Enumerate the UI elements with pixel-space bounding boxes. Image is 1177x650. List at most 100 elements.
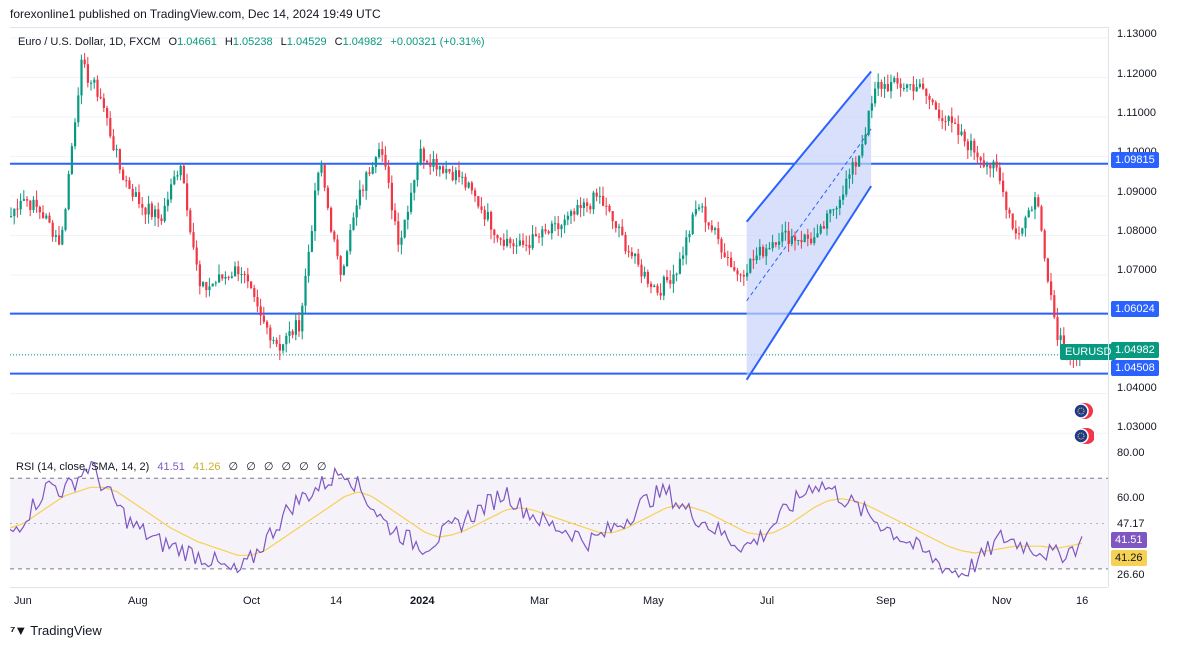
candle-body: [624, 234, 627, 252]
candle-body: [877, 82, 880, 89]
candle-body: [134, 192, 137, 197]
candle-body: [77, 95, 80, 123]
candle-body: [291, 331, 294, 335]
y-tick-label: 1.13000: [1117, 28, 1157, 40]
low-label: L: [280, 36, 287, 48]
event-flag-icon[interactable]: [1072, 427, 1094, 445]
candle-body: [774, 242, 777, 245]
time-axis[interactable]: Jun Aug Oct 14 2024 Mar May Jul Sep Nov …: [10, 587, 1108, 613]
candle-body: [339, 256, 342, 275]
candle-body: [602, 195, 605, 206]
symbol-tag: EURUSD: [1060, 344, 1117, 360]
candle-body: [762, 246, 765, 257]
candle-body: [685, 237, 688, 256]
candle-body: [419, 148, 422, 165]
price-pane[interactable]: Euro / U.S. Dollar, 1D, FXCM O1.04661 H1…: [10, 27, 1117, 452]
candle-body: [42, 212, 45, 219]
candle-body: [54, 235, 57, 237]
candle-body: [979, 157, 982, 161]
candle-body: [560, 225, 563, 230]
high-label: H: [224, 36, 233, 48]
candle-body: [992, 161, 995, 169]
candle-body: [330, 207, 333, 232]
x-tick-label: Oct: [243, 595, 261, 607]
candle-body: [902, 87, 905, 89]
candle-body: [301, 305, 304, 332]
candle-body: [525, 244, 528, 246]
candle-body: [310, 231, 313, 252]
candle-body: [1043, 230, 1046, 259]
candle-body: [288, 331, 291, 336]
candle-body: [64, 209, 67, 230]
x-tick-label: Nov: [992, 595, 1012, 607]
candle-body: [915, 87, 918, 92]
level-badge-3: 1.04508: [1111, 360, 1159, 376]
candle-body: [688, 234, 691, 238]
price-axis[interactable]: 1.13000 1.12000 1.11000 1.10000 1.09000 …: [1108, 27, 1169, 587]
candle-body: [947, 116, 950, 122]
price-chart[interactable]: [10, 28, 1108, 451]
candle-body: [234, 266, 237, 277]
change-value: +0.00321 (+0.31%): [390, 36, 485, 48]
candle-body: [218, 274, 221, 283]
candle-body: [976, 152, 979, 158]
candle-body: [272, 340, 275, 342]
candle-body: [710, 225, 713, 231]
candle-body: [474, 190, 477, 197]
rsi-pane[interactable]: RSI (14, close, SMA, 14, 2) 41.51 41.26 …: [10, 451, 1108, 588]
candle-body: [416, 164, 419, 181]
candle-body: [810, 238, 813, 244]
candle-body: [995, 161, 998, 168]
candle-body: [326, 187, 329, 208]
candle-body: [854, 162, 857, 167]
candle-body: [454, 170, 457, 181]
candle-body: [451, 171, 454, 181]
empty-mark: ∅: [316, 461, 327, 473]
candle-body: [374, 157, 377, 167]
tradingview-logo-icon: ⁷▼: [10, 623, 27, 638]
candle-body: [464, 176, 467, 188]
candle-body: [698, 207, 701, 210]
candle-body: [733, 267, 736, 271]
rsi-chart[interactable]: [10, 451, 1108, 587]
candle-body: [1024, 217, 1027, 229]
candle-body: [483, 209, 486, 220]
candle-body: [931, 99, 934, 103]
candle-body: [45, 215, 48, 219]
candle-body: [102, 98, 105, 108]
candle-body: [893, 78, 896, 83]
candle-body: [1059, 335, 1062, 341]
candle-body: [826, 213, 829, 229]
candle-body: [717, 228, 720, 240]
candle-body: [573, 211, 576, 215]
candle-body: [227, 276, 230, 278]
y-tick-label: 1.08000: [1117, 225, 1157, 237]
candle-body: [538, 236, 541, 238]
candle-body: [627, 251, 630, 253]
rsi-sma-line: [10, 486, 1083, 556]
candle-body: [10, 216, 13, 218]
candle-body: [349, 229, 352, 252]
open-label: O: [168, 36, 178, 48]
event-flag-icon[interactable]: [1072, 402, 1094, 420]
candle-body: [499, 238, 502, 240]
empty-mark: ∅: [281, 461, 292, 473]
candle-body: [150, 203, 153, 218]
candle-body: [470, 182, 473, 191]
candle-body: [336, 239, 339, 257]
candle-body: [278, 343, 281, 351]
candle-body: [803, 234, 806, 243]
candle-body: [582, 202, 585, 209]
candle-body: [794, 236, 797, 241]
candle-body: [99, 96, 102, 99]
x-tick-label: 16: [1076, 595, 1089, 607]
candle-body: [634, 253, 637, 257]
candle-body: [176, 175, 179, 177]
candle-body: [122, 169, 125, 181]
candle-body: [1053, 295, 1056, 318]
candle-body: [118, 149, 121, 170]
level-badge-2: 1.06024: [1111, 301, 1159, 317]
candle-body: [186, 183, 189, 211]
candle-body: [832, 209, 835, 211]
candle-body: [317, 172, 320, 191]
